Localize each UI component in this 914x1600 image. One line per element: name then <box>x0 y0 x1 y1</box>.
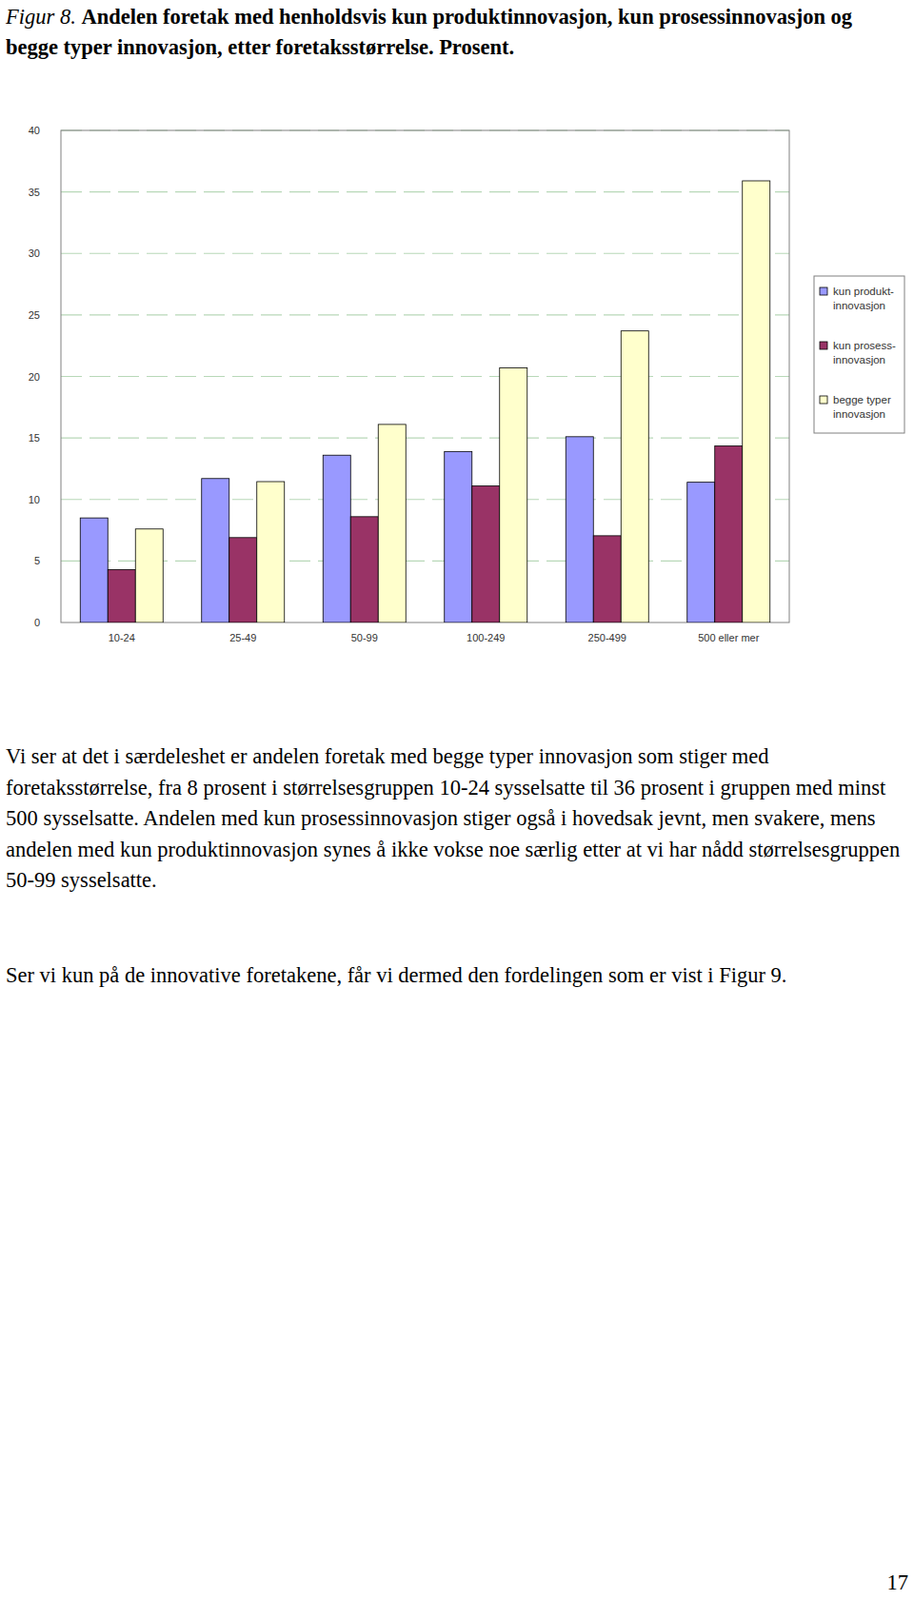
bar <box>687 482 716 623</box>
bar <box>565 437 594 623</box>
page-number: 17 <box>887 1570 910 1596</box>
bar <box>257 481 285 623</box>
y-tick-label: 35 <box>28 186 40 199</box>
bar <box>444 451 473 623</box>
bar <box>201 478 230 623</box>
y-tick-label: 20 <box>28 371 40 383</box>
grid-line <box>60 253 790 255</box>
y-tick-label: 25 <box>28 309 40 321</box>
y-tick-label: 0 <box>34 616 40 629</box>
grid-line <box>60 376 790 378</box>
bar <box>322 455 351 623</box>
x-tick-label: 50-99 <box>351 632 378 644</box>
bar <box>499 367 528 623</box>
legend-swatch <box>819 341 828 350</box>
paragraph: Vi ser at det i særdeleshet er andelen f… <box>5 741 911 897</box>
x-tick-label: 100-249 <box>466 632 505 644</box>
y-tick-label: 10 <box>28 494 40 506</box>
grid-line <box>60 314 790 316</box>
plot-frame <box>60 130 790 623</box>
grid-line <box>60 191 790 193</box>
bars <box>79 180 771 623</box>
bar <box>79 517 108 623</box>
x-tick-label: 250-499 <box>588 632 627 644</box>
x-tick-label: 500 eller mer <box>697 632 760 644</box>
legend-label: kun produkt-innovasjon <box>833 285 895 312</box>
legend <box>814 276 905 434</box>
chart: 0 5 10 15 20 25 30 35 40 10-24 25-49 50-99 100-249 25… <box>0 0 914 724</box>
grid-line <box>60 560 790 562</box>
legend-label: kun prosess-innovasjon <box>833 339 896 366</box>
figure-label: Figur 8. <box>5 4 77 29</box>
bar <box>742 180 771 623</box>
bar <box>135 529 163 623</box>
x-tick-label: 10-24 <box>108 632 136 644</box>
bar <box>472 486 500 623</box>
y-tick-label: 5 <box>34 555 40 567</box>
bar <box>377 424 406 623</box>
y-tick-label: 30 <box>28 247 40 259</box>
y-tick-label: 15 <box>28 432 40 444</box>
x-tick-label: 25-49 <box>229 632 257 644</box>
bar <box>593 536 621 623</box>
y-tick-label: 40 <box>28 124 40 137</box>
legend-swatch <box>819 287 828 296</box>
paragraph: Ser vi kun på de innovative foretakene, … <box>5 960 911 993</box>
legend-swatch <box>819 396 828 404</box>
bar <box>107 569 136 623</box>
grid-line <box>60 498 790 500</box>
legend-label: begge typerinnovasjon <box>833 394 892 420</box>
caption: Figur 8. Andelen foretak med henholdsvis… <box>5 1 868 63</box>
caption-text: Andelen foretak med henholdsvis kun prod… <box>5 4 853 60</box>
bar <box>350 516 378 623</box>
grid-line <box>60 437 790 439</box>
bar <box>620 331 649 623</box>
bar <box>229 537 258 623</box>
bar <box>715 446 743 623</box>
